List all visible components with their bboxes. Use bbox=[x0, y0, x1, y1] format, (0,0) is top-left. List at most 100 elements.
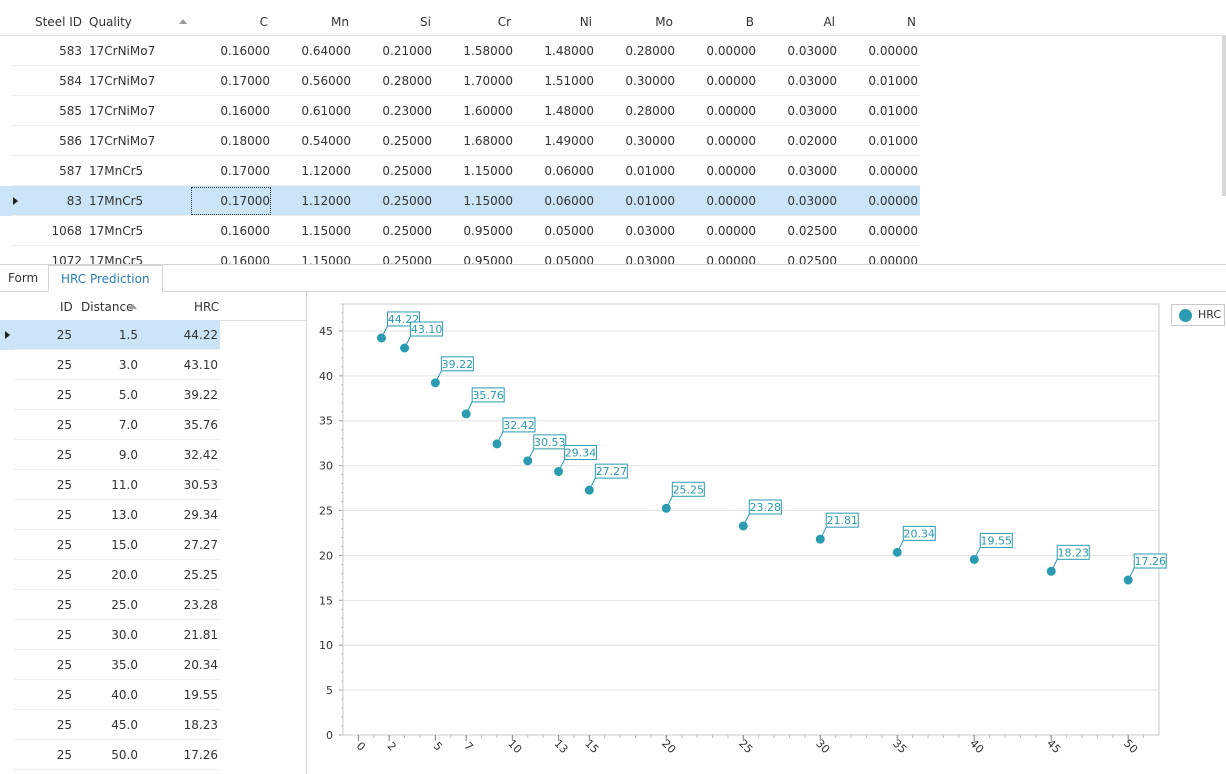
cell-hrc[interactable]: 23.28 bbox=[183, 598, 218, 612]
table-row[interactable]: 25 25.0 23.28 bbox=[0, 590, 220, 620]
table-row[interactable]: 83 17MnCr5 0.17000 1.12000 0.25000 1.15000 0.0… bbox=[0, 186, 920, 216]
cell-id[interactable]: 25 bbox=[56, 418, 72, 432]
cell-cr[interactable]: 0.95000 bbox=[463, 254, 513, 265]
cell-cr[interactable]: 1.68000 bbox=[463, 134, 513, 148]
table-row[interactable]: 25 35.0 20.34 bbox=[0, 650, 220, 680]
cell-id[interactable]: 586 bbox=[59, 134, 82, 148]
steel-grid[interactable]: Steel ID Quality C Mn Si Cr Ni Mo B Al N 583 17CrNi… bbox=[0, 0, 1226, 265]
cell-al[interactable]: 0.02500 bbox=[787, 254, 837, 265]
cell-mn[interactable]: 1.15000 bbox=[301, 254, 351, 265]
cell-id[interactable]: 25 bbox=[56, 628, 72, 642]
cell-hrc[interactable]: 20.34 bbox=[183, 658, 218, 672]
column-header-b[interactable]: B bbox=[745, 15, 754, 29]
cell-distance[interactable]: 13.0 bbox=[111, 508, 138, 522]
cell-mo[interactable]: 0.03000 bbox=[625, 224, 675, 238]
cell-hrc[interactable]: 19.55 bbox=[183, 688, 218, 702]
table-row[interactable]: 25 13.0 29.34 bbox=[0, 500, 220, 530]
cell-distance[interactable]: 15.0 bbox=[111, 538, 138, 552]
cell-quality[interactable]: 17CrNiMo7 bbox=[89, 134, 156, 148]
cell-ni[interactable]: 1.51000 bbox=[544, 74, 594, 88]
cell-id[interactable]: 25 bbox=[56, 718, 72, 732]
cell-distance[interactable]: 11.0 bbox=[111, 478, 138, 492]
cell-id[interactable]: 25 bbox=[56, 388, 72, 402]
cell-distance[interactable]: 25.0 bbox=[111, 598, 138, 612]
cell-hrc[interactable]: 43.10 bbox=[183, 358, 218, 372]
table-row[interactable]: 587 17MnCr5 0.17000 1.12000 0.25000 1.15000 0.… bbox=[0, 156, 920, 186]
table-row[interactable]: 586 17CrNiMo7 0.18000 0.54000 0.25000 1.68000… bbox=[0, 126, 920, 156]
data-point[interactable] bbox=[554, 467, 564, 477]
cell-mo[interactable]: 0.01000 bbox=[625, 164, 675, 178]
cell-id[interactable]: 25 bbox=[56, 598, 72, 612]
cell-distance[interactable]: 7.0 bbox=[118, 418, 138, 432]
cell-mo[interactable]: 0.30000 bbox=[625, 134, 675, 148]
cell-mn[interactable]: 0.54000 bbox=[301, 134, 351, 148]
tab-hrc-prediction[interactable]: HRC Prediction bbox=[48, 265, 163, 292]
cell-al[interactable]: 0.02500 bbox=[787, 224, 837, 238]
table-row[interactable]: 584 17CrNiMo7 0.17000 0.56000 0.28000 1.70000… bbox=[0, 66, 920, 96]
cell-n[interactable]: 0.00000 bbox=[868, 254, 918, 265]
cell-b[interactable]: 0.00000 bbox=[706, 74, 756, 88]
cell-c[interactable]: 0.16000 bbox=[220, 104, 270, 118]
table-row[interactable]: 25 30.0 21.81 bbox=[0, 620, 220, 650]
cell-hrc[interactable]: 25.25 bbox=[183, 568, 218, 582]
data-point[interactable] bbox=[523, 456, 533, 466]
cell-distance[interactable]: 50.0 bbox=[111, 748, 138, 762]
cell-mn[interactable]: 1.12000 bbox=[301, 164, 351, 178]
table-row[interactable]: 25 50.0 17.26 bbox=[0, 740, 220, 770]
cell-b[interactable]: 0.00000 bbox=[706, 224, 756, 238]
table-row[interactable]: 1068 17MnCr5 0.16000 1.15000 0.25000 0.95000 0… bbox=[0, 216, 920, 246]
cell-quality[interactable]: 17MnCr5 bbox=[89, 194, 144, 208]
column-header-mo[interactable]: Mo bbox=[655, 15, 673, 29]
cell-mn[interactable]: 0.56000 bbox=[301, 74, 351, 88]
cell-cr[interactable]: 1.70000 bbox=[463, 74, 513, 88]
data-point[interactable] bbox=[661, 503, 671, 513]
cell-hrc[interactable]: 30.53 bbox=[183, 478, 218, 492]
cell-distance[interactable]: 9.0 bbox=[118, 448, 138, 462]
cell-distance[interactable]: 1.5 bbox=[118, 328, 138, 342]
table-row[interactable]: 25 40.0 19.55 bbox=[0, 680, 220, 710]
cell-cr[interactable]: 0.95000 bbox=[463, 224, 513, 238]
cell-mn[interactable]: 1.15000 bbox=[301, 224, 351, 238]
cell-hrc[interactable]: 39.22 bbox=[183, 388, 218, 402]
column-header-al[interactable]: Al bbox=[823, 15, 835, 29]
cell-id[interactable]: 83 bbox=[66, 194, 82, 208]
hrc-grid[interactable]: ID Distance HRC 25 1.5 44.22 25 3.0 43.10 25 5.… bbox=[0, 292, 307, 774]
cell-cr[interactable]: 1.15000 bbox=[463, 194, 513, 208]
cell-id[interactable]: 25 bbox=[56, 538, 72, 552]
column-header-cr[interactable]: Cr bbox=[497, 15, 511, 29]
cell-id[interactable]: 1072 bbox=[51, 254, 82, 265]
cell-hrc[interactable]: 18.23 bbox=[183, 718, 218, 732]
table-row[interactable]: 25 5.0 39.22 bbox=[0, 380, 220, 410]
cell-al[interactable]: 0.02000 bbox=[787, 134, 837, 148]
cell-quality[interactable]: 17MnCr5 bbox=[89, 224, 144, 238]
cell-distance[interactable]: 30.0 bbox=[111, 628, 138, 642]
cell-hrc[interactable]: 21.81 bbox=[183, 628, 218, 642]
data-point[interactable] bbox=[400, 343, 410, 353]
cell-distance[interactable]: 5.0 bbox=[118, 388, 138, 402]
data-point[interactable] bbox=[376, 333, 386, 343]
table-row[interactable]: 25 11.0 30.53 bbox=[0, 470, 220, 500]
data-point[interactable] bbox=[492, 439, 502, 449]
cell-id[interactable]: 25 bbox=[56, 328, 72, 342]
cell-b[interactable]: 0.00000 bbox=[706, 194, 756, 208]
column-header-id[interactable]: ID bbox=[60, 300, 73, 314]
column-header-c[interactable]: C bbox=[259, 15, 268, 29]
cell-distance[interactable]: 3.0 bbox=[118, 358, 138, 372]
table-row[interactable]: 25 1.5 44.22 bbox=[0, 320, 220, 350]
cell-al[interactable]: 0.03000 bbox=[787, 74, 837, 88]
cell-hrc[interactable]: 44.22 bbox=[183, 328, 218, 342]
table-row[interactable]: 25 45.0 18.23 bbox=[0, 710, 220, 740]
cell-id[interactable]: 25 bbox=[56, 568, 72, 582]
cell-cr[interactable]: 1.15000 bbox=[463, 164, 513, 178]
cell-b[interactable]: 0.00000 bbox=[706, 104, 756, 118]
cell-ni[interactable]: 0.05000 bbox=[544, 224, 594, 238]
cell-c[interactable]: 0.17000 bbox=[220, 194, 270, 208]
column-header-quality[interactable]: Quality bbox=[89, 15, 132, 29]
cell-hrc[interactable]: 32.42 bbox=[183, 448, 218, 462]
cell-mo[interactable]: 0.03000 bbox=[625, 254, 675, 265]
cell-id[interactable]: 25 bbox=[56, 508, 72, 522]
cell-id[interactable]: 25 bbox=[56, 688, 72, 702]
data-point[interactable] bbox=[430, 378, 440, 388]
tab-form[interactable]: Form bbox=[8, 271, 39, 285]
